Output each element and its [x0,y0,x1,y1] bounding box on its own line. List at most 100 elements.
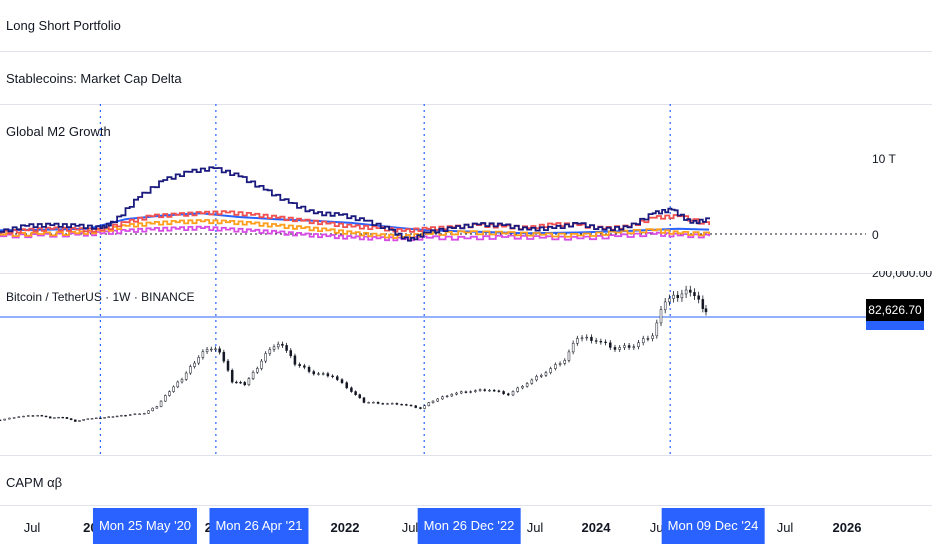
btc-candle [331,375,334,378]
btc-candle [632,346,636,348]
btc-candle [239,382,242,384]
btc-candle [247,378,251,386]
btc-candle [663,301,667,310]
date-marker-tag[interactable]: Mon 26 Apr '21 [209,508,309,544]
time-label: Jul [401,520,419,535]
date-marker-tag[interactable]: Mon 26 Dec '22 [417,508,521,544]
btc-candle [298,364,301,367]
btc-candle [672,294,675,299]
date-marker-tag[interactable]: Mon 09 Dec '24 [661,508,765,544]
btc-candle [530,379,534,384]
btc-candle [423,405,426,409]
date-marker-lines [99,104,671,455]
btc-candle [214,348,217,350]
btc-candle [120,415,123,417]
btc-candle [251,371,255,379]
btc-candle [272,346,276,350]
btc-candle [218,348,221,353]
btc-candle [44,415,48,418]
btc-candle [197,357,200,364]
btc-series-group [0,285,708,422]
btc-candle [525,383,529,387]
btc-candle [303,365,306,368]
btc-candle [143,413,146,415]
pane-separator[interactable] [0,455,932,456]
time-label: Jul [776,520,794,535]
btc-candle [17,416,21,418]
btc-candle [0,419,2,422]
btc-price-tag-accent [866,321,924,330]
btc-candle [268,349,272,354]
btc-candle [478,389,482,391]
btc-candle [511,391,515,396]
btc-candle [594,340,598,342]
btc-candle [281,343,284,346]
btc-candle [99,417,102,419]
btc-candle [701,299,705,309]
btc-candle [260,360,263,369]
btc-candle [222,351,226,362]
btc-candle [26,415,30,417]
btc-candle [400,404,403,406]
date-marker-tag[interactable]: Mon 25 May '20 [92,508,198,544]
pane-title-long-short: Long Short Portfolio [6,18,121,33]
btc-candle [376,402,380,404]
btc-candle [103,417,106,419]
pane-title-capm: CAPM αβ [6,475,63,490]
btc-candle [264,353,267,362]
btc-candle [445,395,449,398]
btc-candle [680,293,684,299]
btc-candle [386,403,389,405]
btc-candle [128,414,132,416]
btc-candle [289,350,293,357]
btc-candle [8,417,11,420]
btc-candle [147,410,150,414]
time-axis-border [0,505,932,506]
m2-series-line [0,219,710,239]
btc-candle [441,396,444,400]
btc-candle [193,362,196,367]
btc-candle [488,389,491,392]
pane-separator[interactable] [0,273,932,274]
btc-candle [409,404,413,407]
m2-series-line [0,225,710,242]
btc-candle [168,391,171,396]
btc-candle [94,417,98,419]
btc-candle [36,415,39,417]
pane-title-m2: Global M2 Growth [6,124,111,139]
btc-candle [618,347,621,350]
btc-candle [312,371,316,375]
btc-candle [321,373,325,375]
btc-candle [684,289,688,295]
btc-candle [544,372,548,376]
time-label: 2022 [330,520,360,535]
btc-candle [540,375,543,377]
btc-candle [115,415,119,418]
btc-candle [609,342,612,348]
btc-candle [419,407,422,409]
btc-candle [450,394,454,397]
time-label: 2024 [581,520,611,535]
btc-candle [502,391,505,395]
btc-candle [354,391,357,395]
btc-candle [31,415,35,417]
btc-candle [604,341,607,344]
btc-candle [53,417,56,419]
btc-candle [65,417,69,419]
btc-candle [61,416,65,419]
btc-candle [381,403,385,405]
btc-candle [362,397,366,403]
pane-separator[interactable] [0,104,932,105]
btc-candle [293,355,297,365]
btc-candle [307,367,311,372]
btc-candle [176,381,180,388]
time-label: Jul [526,520,544,535]
btc-candle [12,417,16,419]
btc-candle [641,338,645,343]
btc-candle [180,379,184,383]
btc-candle [427,402,431,406]
pane-separator[interactable] [0,51,932,52]
btc-candle [82,419,85,421]
btc-candle [558,363,562,365]
